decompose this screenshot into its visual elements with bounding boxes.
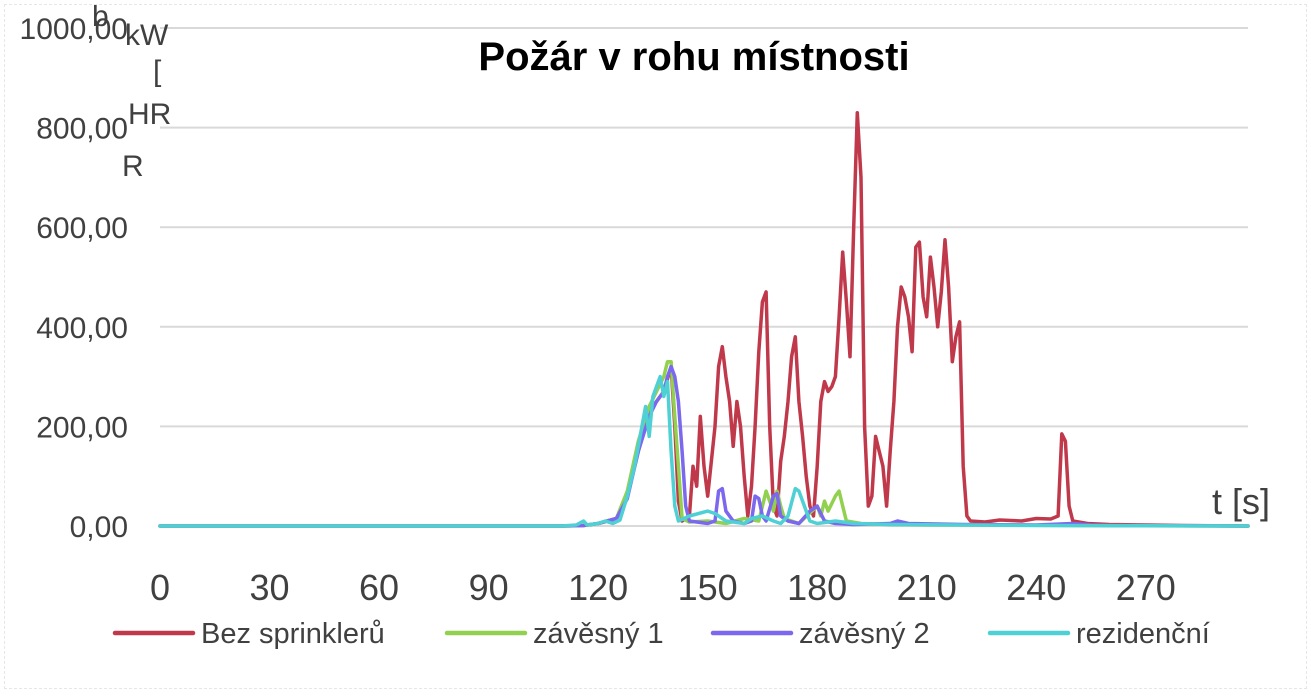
y-axis-label-line: HR bbox=[128, 98, 171, 131]
x-tick-label: 60 bbox=[359, 567, 399, 608]
y-axis-label-line: R bbox=[122, 150, 144, 183]
y-tick-label: 0,00 bbox=[70, 511, 128, 544]
y-axis-label-line: [ bbox=[153, 55, 162, 88]
legend-label: Bez sprinklerů bbox=[201, 618, 385, 650]
series-line bbox=[158, 374, 1250, 528]
x-tick-label: 240 bbox=[1006, 567, 1066, 608]
legend: Bez sprinklerů závěsný 1 závěsný 2 rezidenč… bbox=[112, 618, 1210, 650]
y-tick-label: 800,00 bbox=[36, 113, 128, 146]
x-tick-label: 270 bbox=[1116, 567, 1176, 608]
y-tick-label: 600,00 bbox=[36, 212, 128, 245]
series-line bbox=[158, 110, 1250, 528]
x-tick-label: 150 bbox=[678, 567, 738, 608]
y-tick-label: 1000,00 bbox=[20, 13, 128, 46]
legend-label: závěsný 2 bbox=[799, 618, 930, 650]
legend-label: závěsný 1 bbox=[533, 618, 664, 650]
x-tick-label: 180 bbox=[787, 567, 847, 608]
y-axis-label-stub: b bbox=[92, 0, 109, 33]
legend-label: rezidenční bbox=[1076, 618, 1210, 650]
text-layer: Požár v rohu místnosti t [s] b 0,00 200,0… bbox=[20, 0, 1270, 608]
x-tick-label: 120 bbox=[568, 567, 628, 608]
chart-title: Požár v rohu místnosti bbox=[478, 35, 909, 79]
x-tick-label: 0 bbox=[150, 567, 170, 608]
x-tick-label: 90 bbox=[469, 567, 509, 608]
x-tick-label: 210 bbox=[897, 567, 957, 608]
series-layer bbox=[158, 110, 1250, 528]
x-axis-label: t [s] bbox=[1212, 481, 1270, 522]
y-axis-label-line: kW bbox=[125, 19, 169, 52]
y-tick-label: 400,00 bbox=[36, 312, 128, 345]
y-tick-label: 200,00 bbox=[36, 411, 128, 444]
x-tick-label: 30 bbox=[250, 567, 290, 608]
